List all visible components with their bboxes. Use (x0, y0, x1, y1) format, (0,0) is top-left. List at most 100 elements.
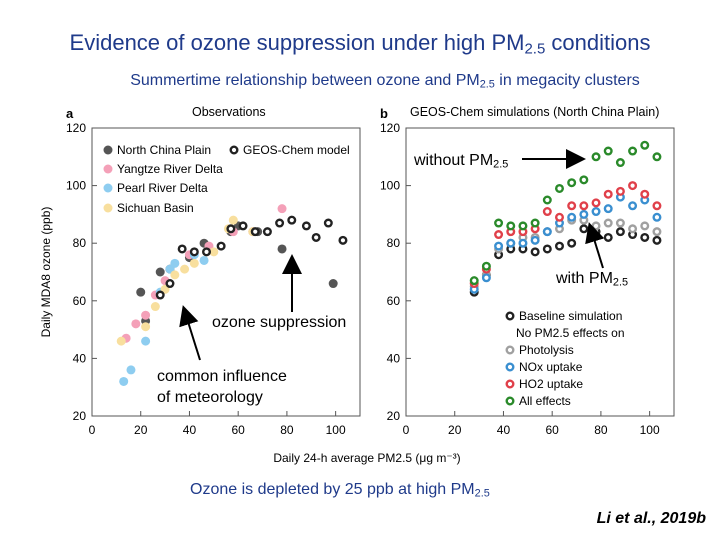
data-point (226, 224, 236, 234)
legend-swatch (103, 203, 113, 213)
legend-label: Photolysis (519, 343, 574, 357)
data-point (652, 201, 662, 211)
data-point (494, 218, 504, 228)
data-point (277, 244, 287, 254)
meteorology-arrow (179, 305, 201, 361)
legend-label: All effects (519, 394, 571, 408)
data-point (567, 212, 577, 222)
data-point (542, 207, 552, 217)
data-point (238, 221, 248, 231)
panel-frame (405, 127, 675, 417)
panel-title: Observations (192, 105, 266, 119)
data-point (506, 238, 516, 248)
legend-label: Yangtze River Delta (117, 162, 223, 176)
y-axis-label: Daily MDA8 ozone (ppb) (39, 207, 53, 338)
data-point (579, 209, 589, 219)
ozone-suppression-label: ozone suppression (212, 314, 347, 332)
data-point (640, 140, 650, 150)
data-point (216, 241, 226, 251)
data-point (591, 221, 601, 231)
data-point (189, 258, 199, 268)
data-point (567, 238, 577, 248)
data-point (615, 227, 625, 237)
takeaway-text: Ozone is depleted by 25 ppb at high PM2.… (190, 481, 490, 500)
annotation-arrows (179, 149, 605, 361)
data-point (287, 215, 297, 225)
data-point (542, 244, 552, 254)
data-point (530, 218, 540, 228)
common-influence-line2: of meteorology (157, 389, 263, 406)
x-tick-label: 60 (232, 423, 246, 437)
x-tick-label: 80 (594, 423, 608, 437)
data-point (155, 267, 165, 277)
y-tick-label: 60 (73, 294, 87, 308)
x-tick-label: 0 (403, 423, 410, 437)
data-point (628, 181, 638, 191)
slide-title: Evidence of ozone suppression under high… (69, 30, 651, 58)
data-point (494, 241, 504, 251)
citation: Li et al., 2019b (596, 510, 706, 527)
data-point (141, 310, 151, 320)
y-tick-label: 60 (387, 294, 401, 308)
data-point (170, 270, 180, 280)
data-point (116, 336, 126, 346)
legend-label: Pearl River Delta (117, 181, 208, 195)
y-tick-label: 40 (73, 351, 87, 365)
x-tick-label: 40 (497, 423, 511, 437)
data-point (530, 235, 540, 245)
legend-label: HO2 uptake (519, 377, 583, 391)
y-tick-label: 120 (66, 121, 86, 135)
y-tick-label: 40 (387, 351, 401, 365)
data-point (136, 287, 146, 297)
panel-b-simulations: b GEOS-Chem simulations (North China Plai… (380, 105, 675, 437)
data-point (591, 198, 601, 208)
legend-swatch (103, 183, 113, 193)
data-point (603, 232, 613, 242)
x-tick-label: 0 (89, 423, 96, 437)
data-point (228, 215, 238, 225)
data-point (506, 221, 516, 231)
x-tick-label: 100 (326, 423, 346, 437)
data-point (579, 201, 589, 211)
with-pm-arrow (585, 222, 605, 269)
data-point (542, 227, 552, 237)
legend-label: NOx uptake (519, 360, 583, 374)
data-point (628, 146, 638, 156)
data-point (199, 255, 209, 265)
y-tick-label: 100 (380, 179, 400, 193)
data-point (567, 201, 577, 211)
panel-frame (91, 127, 361, 417)
data-point (615, 158, 625, 168)
with-pm-label: with PM2.5 (556, 270, 629, 289)
legend-swatch (229, 145, 239, 155)
data-point (640, 221, 650, 231)
data-point (518, 238, 528, 248)
data-point (640, 189, 650, 199)
data-point (652, 227, 662, 237)
common-influence-label: common influence of meteorology (157, 366, 287, 408)
data-point (177, 244, 187, 254)
data-point (141, 322, 151, 332)
x-tick-label: 20 (134, 423, 148, 437)
legend-label: Sichuan Basin (117, 201, 194, 215)
data-point (323, 218, 333, 228)
data-point (165, 279, 175, 289)
data-point (126, 365, 136, 375)
data-point (554, 212, 564, 222)
data-point (579, 175, 589, 185)
legend-subtitle: No PM2.5 effects on (516, 326, 625, 340)
data-point (494, 230, 504, 240)
panel-letter: b (380, 106, 388, 121)
x-tick-label: 60 (546, 423, 560, 437)
data-point (640, 232, 650, 242)
data-point (469, 276, 479, 286)
data-point (603, 218, 613, 228)
data-point (250, 227, 260, 237)
data-point (119, 376, 129, 386)
common-influence-line1: common influence (157, 368, 287, 385)
panel-title: GEOS-Chem simulations (North China Plain… (410, 105, 659, 119)
x-tick-label: 20 (448, 423, 462, 437)
data-point (150, 302, 160, 312)
data-point (652, 212, 662, 222)
